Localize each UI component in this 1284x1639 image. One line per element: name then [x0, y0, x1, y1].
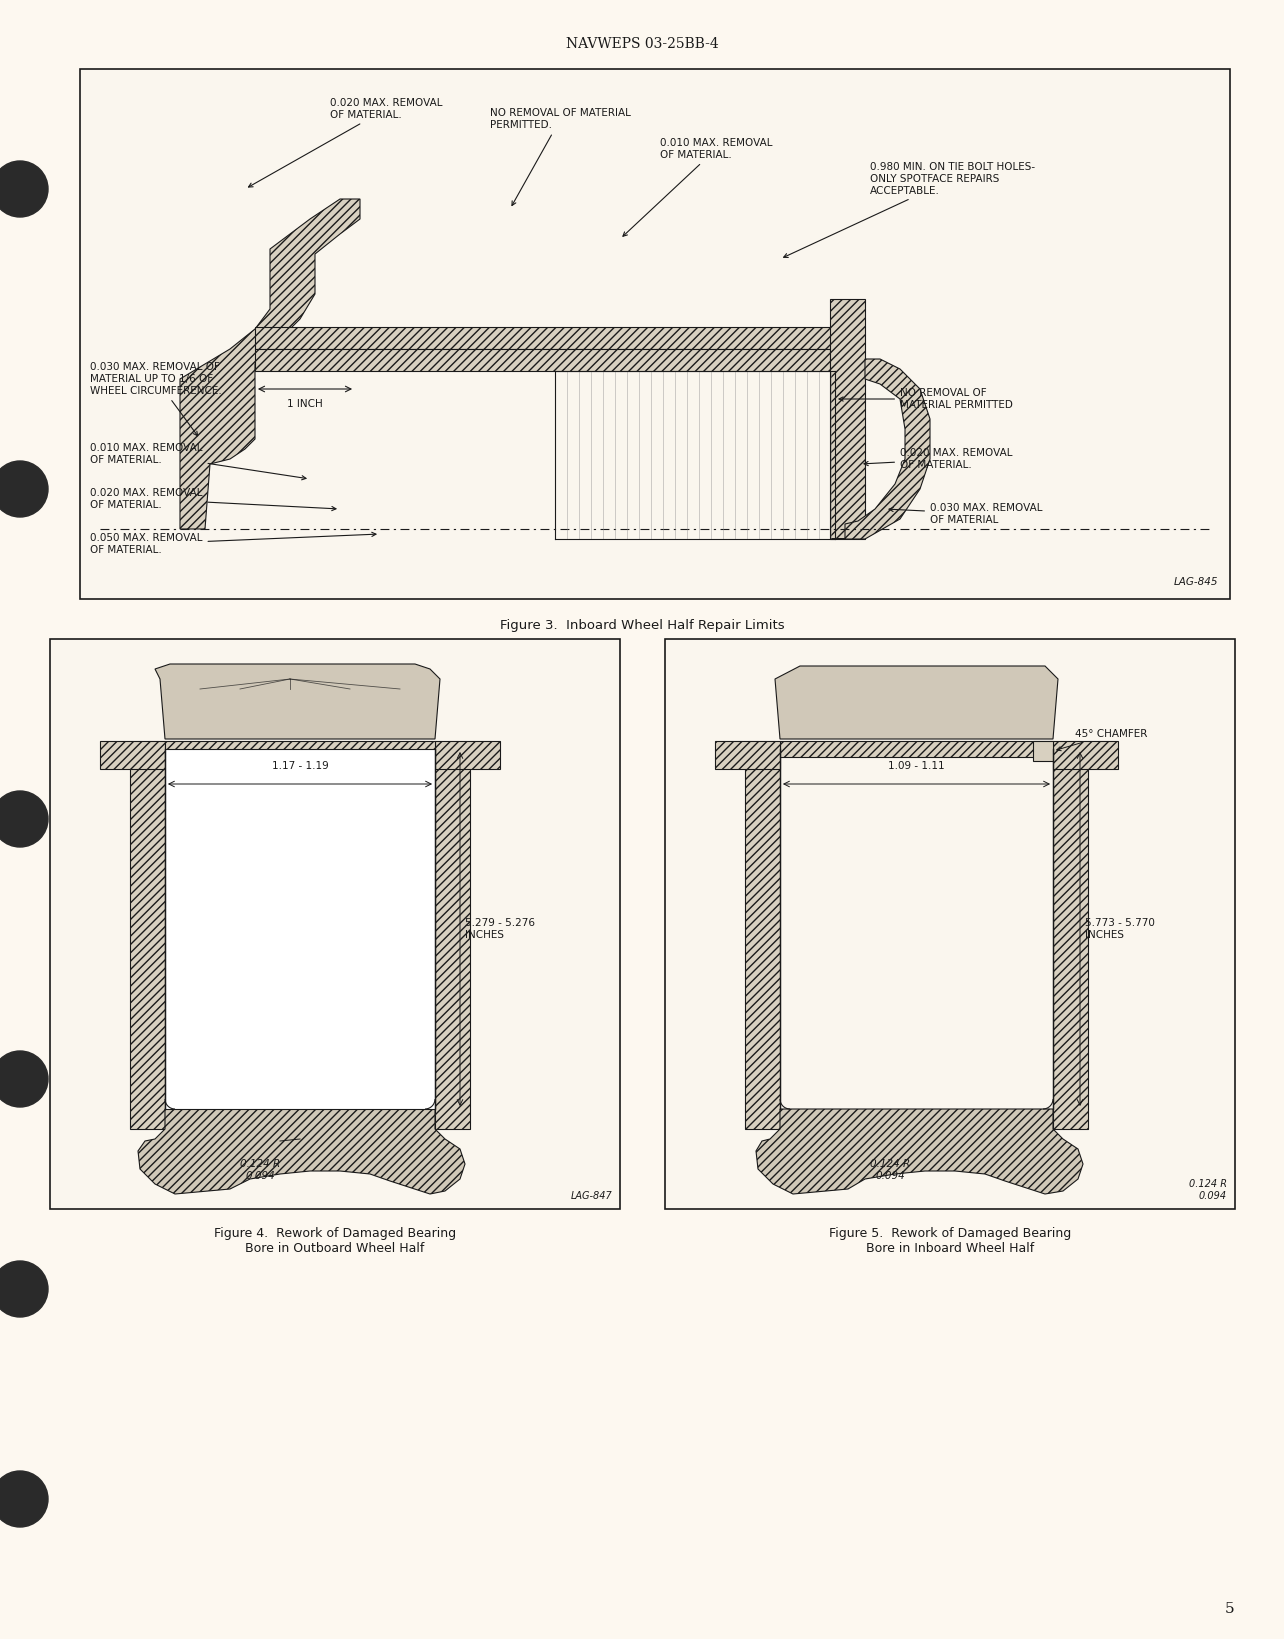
Polygon shape	[1034, 741, 1053, 760]
Bar	[435, 741, 499, 769]
Bar	[130, 749, 166, 1129]
Text: 1.17 - 1.19: 1.17 - 1.19	[272, 760, 329, 770]
Polygon shape	[155, 664, 440, 739]
Text: 5: 5	[1225, 1601, 1235, 1616]
Text: 0.980 MIN. ON TIE BOLT HOLES-
ONLY SPOTFACE REPAIRS
ACCEPTABLE.: 0.980 MIN. ON TIE BOLT HOLES- ONLY SPOTF…	[783, 162, 1035, 257]
Circle shape	[0, 1260, 48, 1318]
Bar	[256, 349, 829, 370]
Bar	[166, 749, 435, 1110]
Text: Figure 4.  Rework of Damaged Bearing
Bore in Outboard Wheel Half: Figure 4. Rework of Damaged Bearing Bore…	[214, 1228, 456, 1255]
Bar	[829, 298, 865, 539]
Bar	[779, 741, 1053, 757]
Bar	[166, 741, 435, 757]
Text: 1 INCH: 1 INCH	[288, 398, 322, 410]
Text: 0.020 MAX. REMOVAL
OF MATERIAL.: 0.020 MAX. REMOVAL OF MATERIAL.	[864, 447, 1013, 470]
Text: 0.010 MAX. REMOVAL
OF MATERIAL.: 0.010 MAX. REMOVAL OF MATERIAL.	[90, 443, 306, 480]
Text: 0.124 R
0.094: 0.124 R 0.094	[1189, 1180, 1228, 1201]
Bar	[80, 69, 1230, 598]
Text: 0.050 MAX. REMOVAL
OF MATERIAL.: 0.050 MAX. REMOVAL OF MATERIAL.	[90, 533, 376, 554]
Text: Figure 3.  Inboard Wheel Half Repair Limits: Figure 3. Inboard Wheel Half Repair Limi…	[499, 620, 785, 633]
Circle shape	[0, 161, 48, 216]
Text: 0.124 R
0.094: 0.124 R 0.094	[240, 1159, 280, 1180]
Text: 0.030 MAX. REMOVAL OF
MATERIAL UP TO 1/6 OF
WHEEL CIRCUMFERENCE.: 0.030 MAX. REMOVAL OF MATERIAL UP TO 1/6…	[90, 362, 222, 436]
Text: NO REMOVAL OF
MATERIAL PERMITTED: NO REMOVAL OF MATERIAL PERMITTED	[838, 388, 1013, 410]
Text: 1.09 - 1.11: 1.09 - 1.11	[887, 760, 944, 770]
Bar	[1053, 749, 1088, 1129]
Bar	[665, 639, 1235, 1210]
Polygon shape	[756, 1110, 1082, 1193]
Bar	[435, 749, 470, 1129]
Text: NO REMOVAL OF MATERIAL
PERMITTED.: NO REMOVAL OF MATERIAL PERMITTED.	[490, 108, 630, 205]
Text: 0.020 MAX. REMOVAL
OF MATERIAL.: 0.020 MAX. REMOVAL OF MATERIAL.	[90, 488, 336, 511]
Bar	[1053, 741, 1118, 769]
Text: LAG-847: LAG-847	[570, 1192, 612, 1201]
Text: 0.020 MAX. REMOVAL
OF MATERIAL.: 0.020 MAX. REMOVAL OF MATERIAL.	[249, 98, 443, 187]
Bar	[715, 741, 779, 769]
Text: 45° CHAMFER: 45° CHAMFER	[1057, 729, 1148, 751]
Polygon shape	[180, 198, 360, 529]
Text: 5.773 - 5.770
INCHES: 5.773 - 5.770 INCHES	[1085, 918, 1154, 939]
Text: 0.010 MAX. REMOVAL
OF MATERIAL.: 0.010 MAX. REMOVAL OF MATERIAL.	[623, 138, 773, 236]
Bar	[256, 328, 845, 349]
Bar	[100, 741, 166, 769]
Polygon shape	[776, 665, 1058, 739]
Bar	[745, 749, 779, 1129]
Circle shape	[0, 792, 48, 847]
Text: 0.030 MAX. REMOVAL
OF MATERIAL: 0.030 MAX. REMOVAL OF MATERIAL	[889, 503, 1043, 524]
Text: Figure 5.  Rework of Damaged Bearing
Bore in Inboard Wheel Half: Figure 5. Rework of Damaged Bearing Bore…	[829, 1228, 1071, 1255]
Polygon shape	[829, 359, 930, 539]
Circle shape	[0, 461, 48, 516]
Circle shape	[0, 1470, 48, 1528]
Polygon shape	[137, 1110, 465, 1193]
Bar	[50, 639, 620, 1210]
Text: NAVWEPS 03-25BB-4: NAVWEPS 03-25BB-4	[566, 38, 718, 51]
Text: 0.124 R
0.094: 0.124 R 0.094	[869, 1159, 910, 1180]
Text: LAG-845: LAG-845	[1174, 577, 1219, 587]
Circle shape	[0, 1051, 48, 1106]
Text: 5.279 - 5.276
INCHES: 5.279 - 5.276 INCHES	[465, 918, 535, 939]
